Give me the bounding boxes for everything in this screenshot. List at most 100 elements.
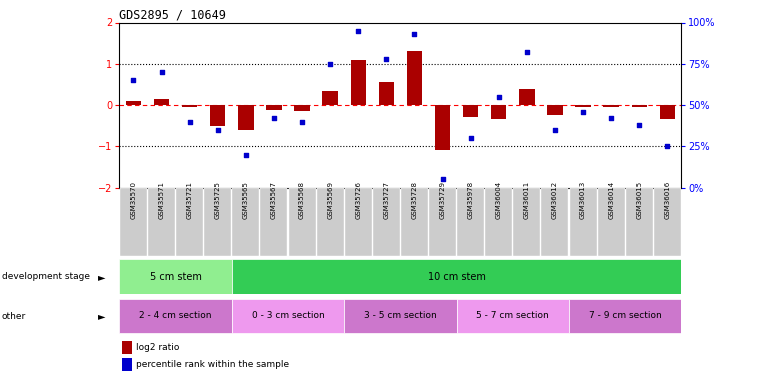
Text: 3 - 5 cm section: 3 - 5 cm section [364, 311, 437, 320]
Point [408, 31, 420, 37]
Point [212, 127, 224, 133]
Point [605, 115, 618, 121]
Text: GSM35728: GSM35728 [411, 181, 417, 219]
Bar [350, 60, 366, 105]
Bar [379, 82, 394, 105]
Point [437, 176, 449, 182]
Text: GSM35978: GSM35978 [467, 181, 474, 219]
Bar [570, 188, 597, 256]
Point [380, 56, 393, 62]
Bar [604, 105, 619, 107]
Bar [345, 188, 372, 256]
Bar [232, 299, 344, 333]
Bar [260, 188, 287, 256]
Text: GSM36011: GSM36011 [524, 180, 530, 219]
Bar [660, 105, 675, 119]
Point [324, 61, 336, 67]
Point [661, 143, 674, 149]
Bar [598, 188, 624, 256]
Text: GSM35727: GSM35727 [383, 181, 390, 219]
Bar [289, 188, 316, 256]
Text: 10 cm stem: 10 cm stem [427, 272, 486, 282]
Text: log2 ratio: log2 ratio [136, 344, 179, 352]
Text: percentile rank within the sample: percentile rank within the sample [136, 360, 290, 369]
Point [183, 118, 196, 124]
Text: 7 - 9 cm section: 7 - 9 cm section [589, 311, 661, 320]
Bar [373, 188, 400, 256]
Bar [401, 188, 428, 256]
Text: GSM36014: GSM36014 [608, 181, 614, 219]
Bar [294, 105, 310, 111]
Bar [154, 99, 169, 105]
Bar [457, 299, 569, 333]
Text: GSM36012: GSM36012 [552, 181, 558, 219]
Point [549, 127, 561, 133]
Bar [463, 105, 478, 117]
Text: GSM35571: GSM35571 [159, 181, 165, 219]
Bar [344, 299, 457, 333]
Bar [204, 188, 231, 256]
Text: development stage: development stage [2, 272, 89, 281]
Text: GSM35725: GSM35725 [215, 181, 221, 219]
Text: GSM36004: GSM36004 [496, 181, 502, 219]
Bar [547, 105, 563, 116]
Bar [514, 188, 541, 256]
Bar [654, 188, 681, 256]
Bar [176, 188, 203, 256]
Bar [266, 105, 282, 110]
Bar [541, 188, 568, 256]
Bar [122, 358, 132, 371]
Text: 2 - 4 cm section: 2 - 4 cm section [139, 311, 212, 320]
Bar [485, 188, 512, 256]
Bar [316, 188, 343, 256]
Bar [232, 260, 681, 294]
Bar [233, 188, 259, 256]
Text: 5 - 7 cm section: 5 - 7 cm section [477, 311, 549, 320]
Bar [182, 105, 197, 107]
Text: GSM35568: GSM35568 [299, 181, 305, 219]
Text: GSM35721: GSM35721 [186, 181, 192, 219]
Bar [119, 299, 232, 333]
Text: GSM35565: GSM35565 [243, 181, 249, 219]
Point [156, 69, 168, 75]
Bar [148, 188, 175, 256]
Point [296, 118, 308, 124]
Text: other: other [2, 312, 25, 321]
Point [127, 77, 139, 83]
Bar [491, 105, 507, 119]
Bar [435, 105, 450, 150]
Bar [323, 91, 338, 105]
Text: GSM35570: GSM35570 [130, 181, 136, 219]
Text: GDS2895 / 10649: GDS2895 / 10649 [119, 8, 226, 21]
Text: GSM36013: GSM36013 [580, 180, 586, 219]
Text: ►: ► [98, 272, 105, 282]
Text: GSM35567: GSM35567 [271, 181, 277, 219]
Bar [119, 260, 232, 294]
Bar [519, 88, 534, 105]
Point [239, 152, 252, 157]
Bar [631, 105, 647, 107]
Bar [122, 341, 132, 354]
Bar [210, 105, 226, 126]
Text: 0 - 3 cm section: 0 - 3 cm section [252, 311, 324, 320]
Point [521, 49, 533, 55]
Bar [407, 51, 422, 105]
Text: GSM35729: GSM35729 [440, 181, 446, 219]
Bar [457, 188, 484, 256]
Point [464, 135, 477, 141]
Bar [626, 188, 653, 256]
Text: GSM35569: GSM35569 [327, 181, 333, 219]
Text: ►: ► [98, 311, 105, 321]
Text: GSM36016: GSM36016 [665, 180, 671, 219]
Bar [126, 101, 141, 105]
Point [633, 122, 645, 128]
Bar [120, 188, 147, 256]
Text: GSM35726: GSM35726 [355, 181, 361, 219]
Bar [569, 299, 681, 333]
Text: GSM36015: GSM36015 [636, 181, 642, 219]
Point [577, 109, 589, 115]
Point [268, 115, 280, 121]
Bar [429, 188, 456, 256]
Bar [238, 105, 253, 130]
Point [352, 28, 364, 34]
